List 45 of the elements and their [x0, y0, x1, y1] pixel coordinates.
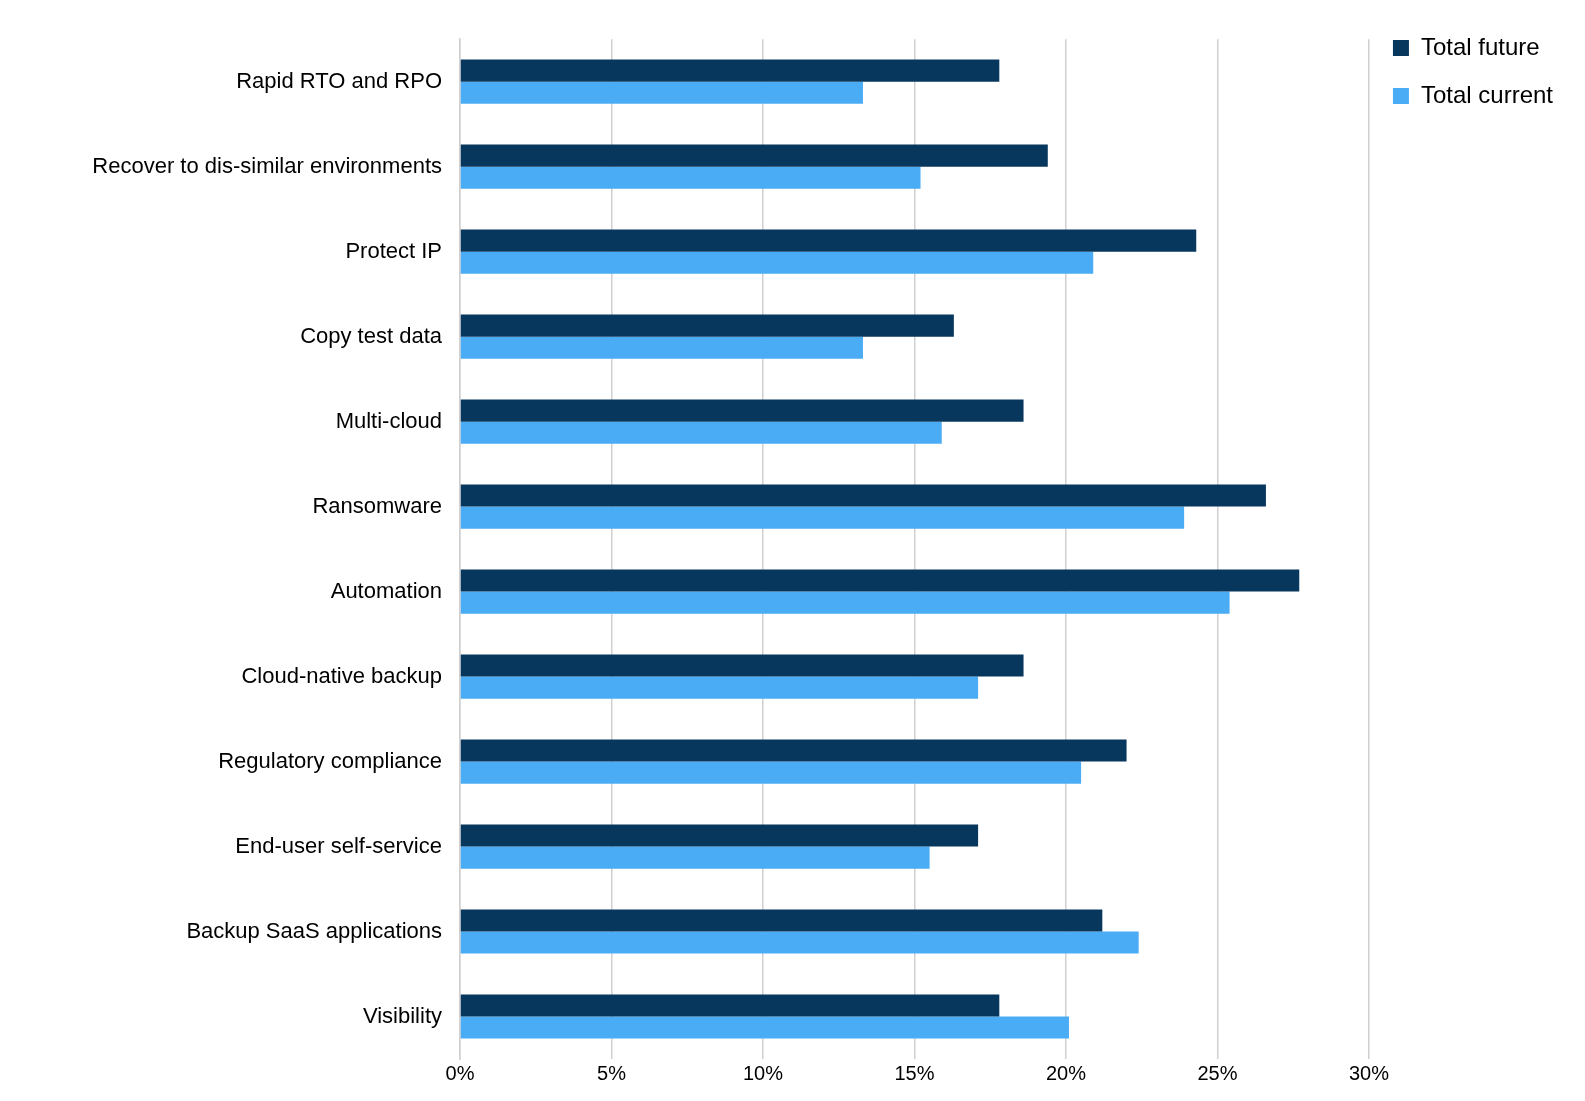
y-tick-label: Multi-cloud — [335, 407, 442, 433]
bar — [460, 421, 942, 444]
y-tick-label: Ransomware — [312, 492, 442, 518]
x-tick-label: 20% — [1045, 1061, 1087, 1084]
y-tick-label: Regulatory compliance — [218, 747, 442, 773]
bar — [460, 569, 1300, 592]
bar — [460, 81, 863, 104]
bar — [460, 761, 1082, 784]
bar — [460, 399, 1024, 422]
x-tick-label: 10% — [742, 1061, 784, 1084]
bar — [460, 484, 1266, 507]
y-tick-label: Copy test data — [300, 322, 443, 348]
bar — [460, 59, 1000, 82]
y-tick-label: Visibility — [362, 1002, 442, 1028]
y-tick-label: Protect IP — [345, 237, 442, 263]
x-tick-label: 30% — [1348, 1061, 1390, 1084]
bar — [460, 931, 1139, 954]
bar — [460, 314, 954, 337]
y-tick-label: Recover to dis-similar environments — [92, 152, 442, 178]
bar — [460, 144, 1048, 167]
bar — [460, 166, 921, 189]
y-tick-label: Automation — [330, 577, 442, 603]
bar — [460, 739, 1127, 762]
bar — [460, 654, 1024, 677]
x-tick-label: 5% — [597, 1061, 627, 1084]
bar — [460, 994, 1000, 1017]
bar — [460, 336, 863, 359]
y-tick-label: End-user self-service — [235, 832, 442, 858]
bar — [460, 506, 1185, 529]
y-tick-label: Cloud-native backup — [241, 662, 442, 688]
bar — [460, 591, 1230, 614]
x-tick-label: 25% — [1197, 1061, 1238, 1084]
bar — [460, 824, 979, 847]
x-tick-label: 0% — [445, 1061, 475, 1084]
bar — [460, 909, 1103, 932]
legend-label: Total future — [1420, 32, 1540, 60]
y-tick-label: Rapid RTO and RPO — [236, 67, 442, 93]
y-tick-label: Backup SaaS applications — [186, 917, 442, 943]
bar — [460, 251, 1094, 274]
bar — [460, 846, 930, 869]
legend-label: Total current — [1420, 80, 1554, 108]
bar — [460, 229, 1197, 252]
x-tick-label: 15% — [894, 1061, 935, 1084]
bar — [460, 1016, 1069, 1039]
bar — [460, 676, 979, 699]
